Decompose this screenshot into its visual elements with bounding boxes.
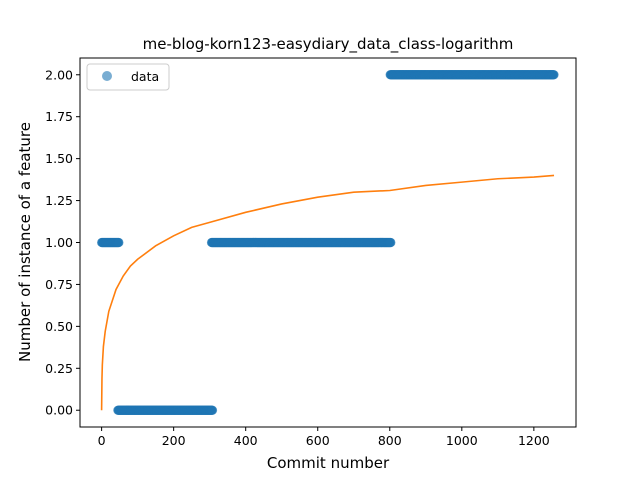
y-tick-label: 0.50 xyxy=(45,319,73,334)
y-tick-label: 0.75 xyxy=(45,277,73,292)
chart-title: me-blog-korn123-easydiary_data_class-log… xyxy=(143,35,514,54)
legend-label-data: data xyxy=(131,69,159,84)
y-axis-label: Number of instance of a feature xyxy=(16,122,34,362)
scatter-segment xyxy=(113,405,218,415)
legend-marker-data xyxy=(102,71,112,81)
y-tick-label: 1.75 xyxy=(45,109,73,124)
scatter-point xyxy=(114,237,124,248)
y-tick-label: 0.25 xyxy=(45,361,73,376)
scatter-point xyxy=(386,237,396,248)
y-tick-label: 1.25 xyxy=(45,193,73,208)
x-axis: 0 200 400 600 800 1000 1200 xyxy=(98,427,550,448)
y-axis: 0.00 0.25 0.50 0.75 1.00 1.25 1.50 1.75 2.00 xyxy=(45,67,80,418)
legend-box xyxy=(86,63,170,91)
scatter-point xyxy=(549,70,559,80)
y-tick-label: 0.00 xyxy=(45,403,73,418)
scatter-segment xyxy=(385,70,559,80)
scatter-segment xyxy=(97,237,124,248)
y-tick-label: 2.00 xyxy=(45,67,73,82)
legend: data xyxy=(86,63,170,91)
x-tick-label: 1000 xyxy=(446,433,478,448)
x-tick-label: 600 xyxy=(306,433,330,448)
plot-area xyxy=(97,70,559,415)
x-tick-label: 1200 xyxy=(518,433,550,448)
scatter-point xyxy=(207,405,218,415)
x-tick-label: 0 xyxy=(98,433,106,448)
x-tick-label: 400 xyxy=(234,433,258,448)
x-tick-label: 800 xyxy=(378,433,402,448)
x-tick-label: 200 xyxy=(162,433,186,448)
y-tick-label: 1.00 xyxy=(45,235,73,250)
x-axis-label: Commit number xyxy=(267,454,390,472)
scatter-segment xyxy=(206,237,396,248)
fit-line xyxy=(100,174,555,411)
y-tick-label: 1.50 xyxy=(45,151,73,166)
